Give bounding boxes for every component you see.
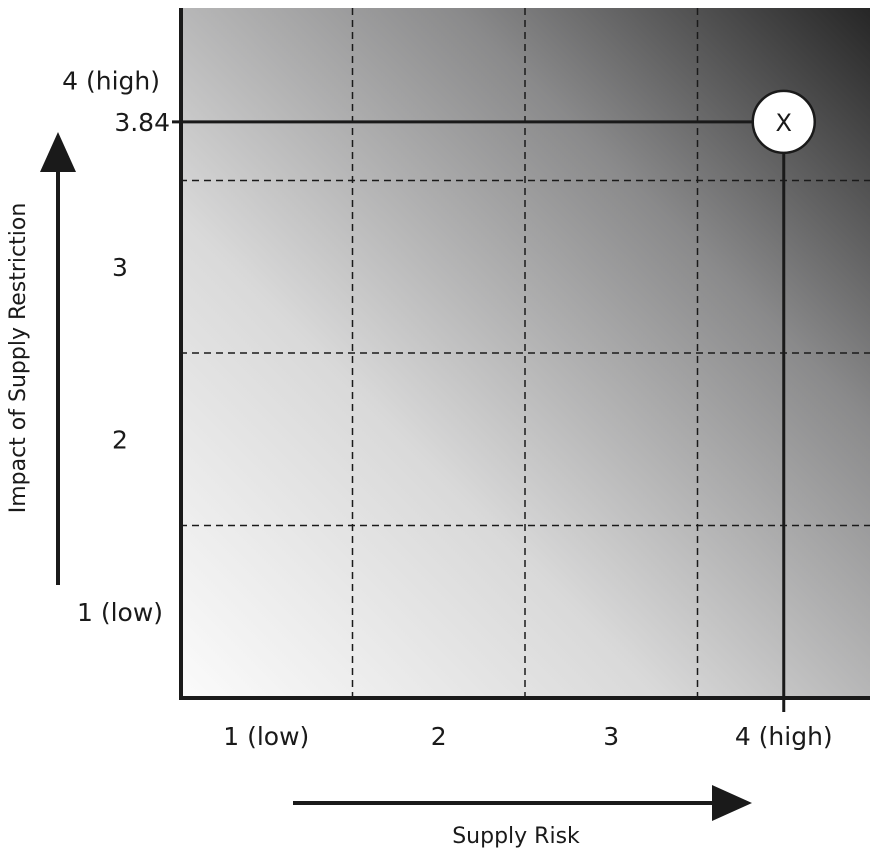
y-tick-label-1: 1 (low)	[77, 598, 163, 627]
y-tick-label-3: 3	[112, 253, 128, 282]
data-point-label-1: X	[776, 109, 792, 137]
x-axis-title: Supply Risk	[452, 824, 580, 849]
x-tick-label-1: 1 (low)	[223, 722, 309, 751]
x-tick-label-3: 3	[603, 722, 619, 751]
guide-lines	[172, 120, 786, 712]
y-tick-label-4: 4 (high)	[62, 66, 160, 95]
x-tick-label-2: 2	[431, 722, 447, 751]
y-axis-title: Impact of Supply Restriction	[6, 203, 31, 514]
data-points: 3.84 X	[114, 89, 816, 155]
x-axis-arrow	[293, 785, 752, 821]
x-tick-label-4: 4 (high)	[735, 722, 833, 751]
y-tick-label-2: 2	[112, 425, 128, 454]
data-point-1	[751, 89, 816, 155]
tick-labels: 1 (low) 2 3 4 (high) 1 (low) 2 3 4 (high)	[62, 66, 833, 751]
y-axis-arrow	[40, 132, 76, 585]
point-y-reference-label-1: 3.84	[114, 108, 170, 137]
